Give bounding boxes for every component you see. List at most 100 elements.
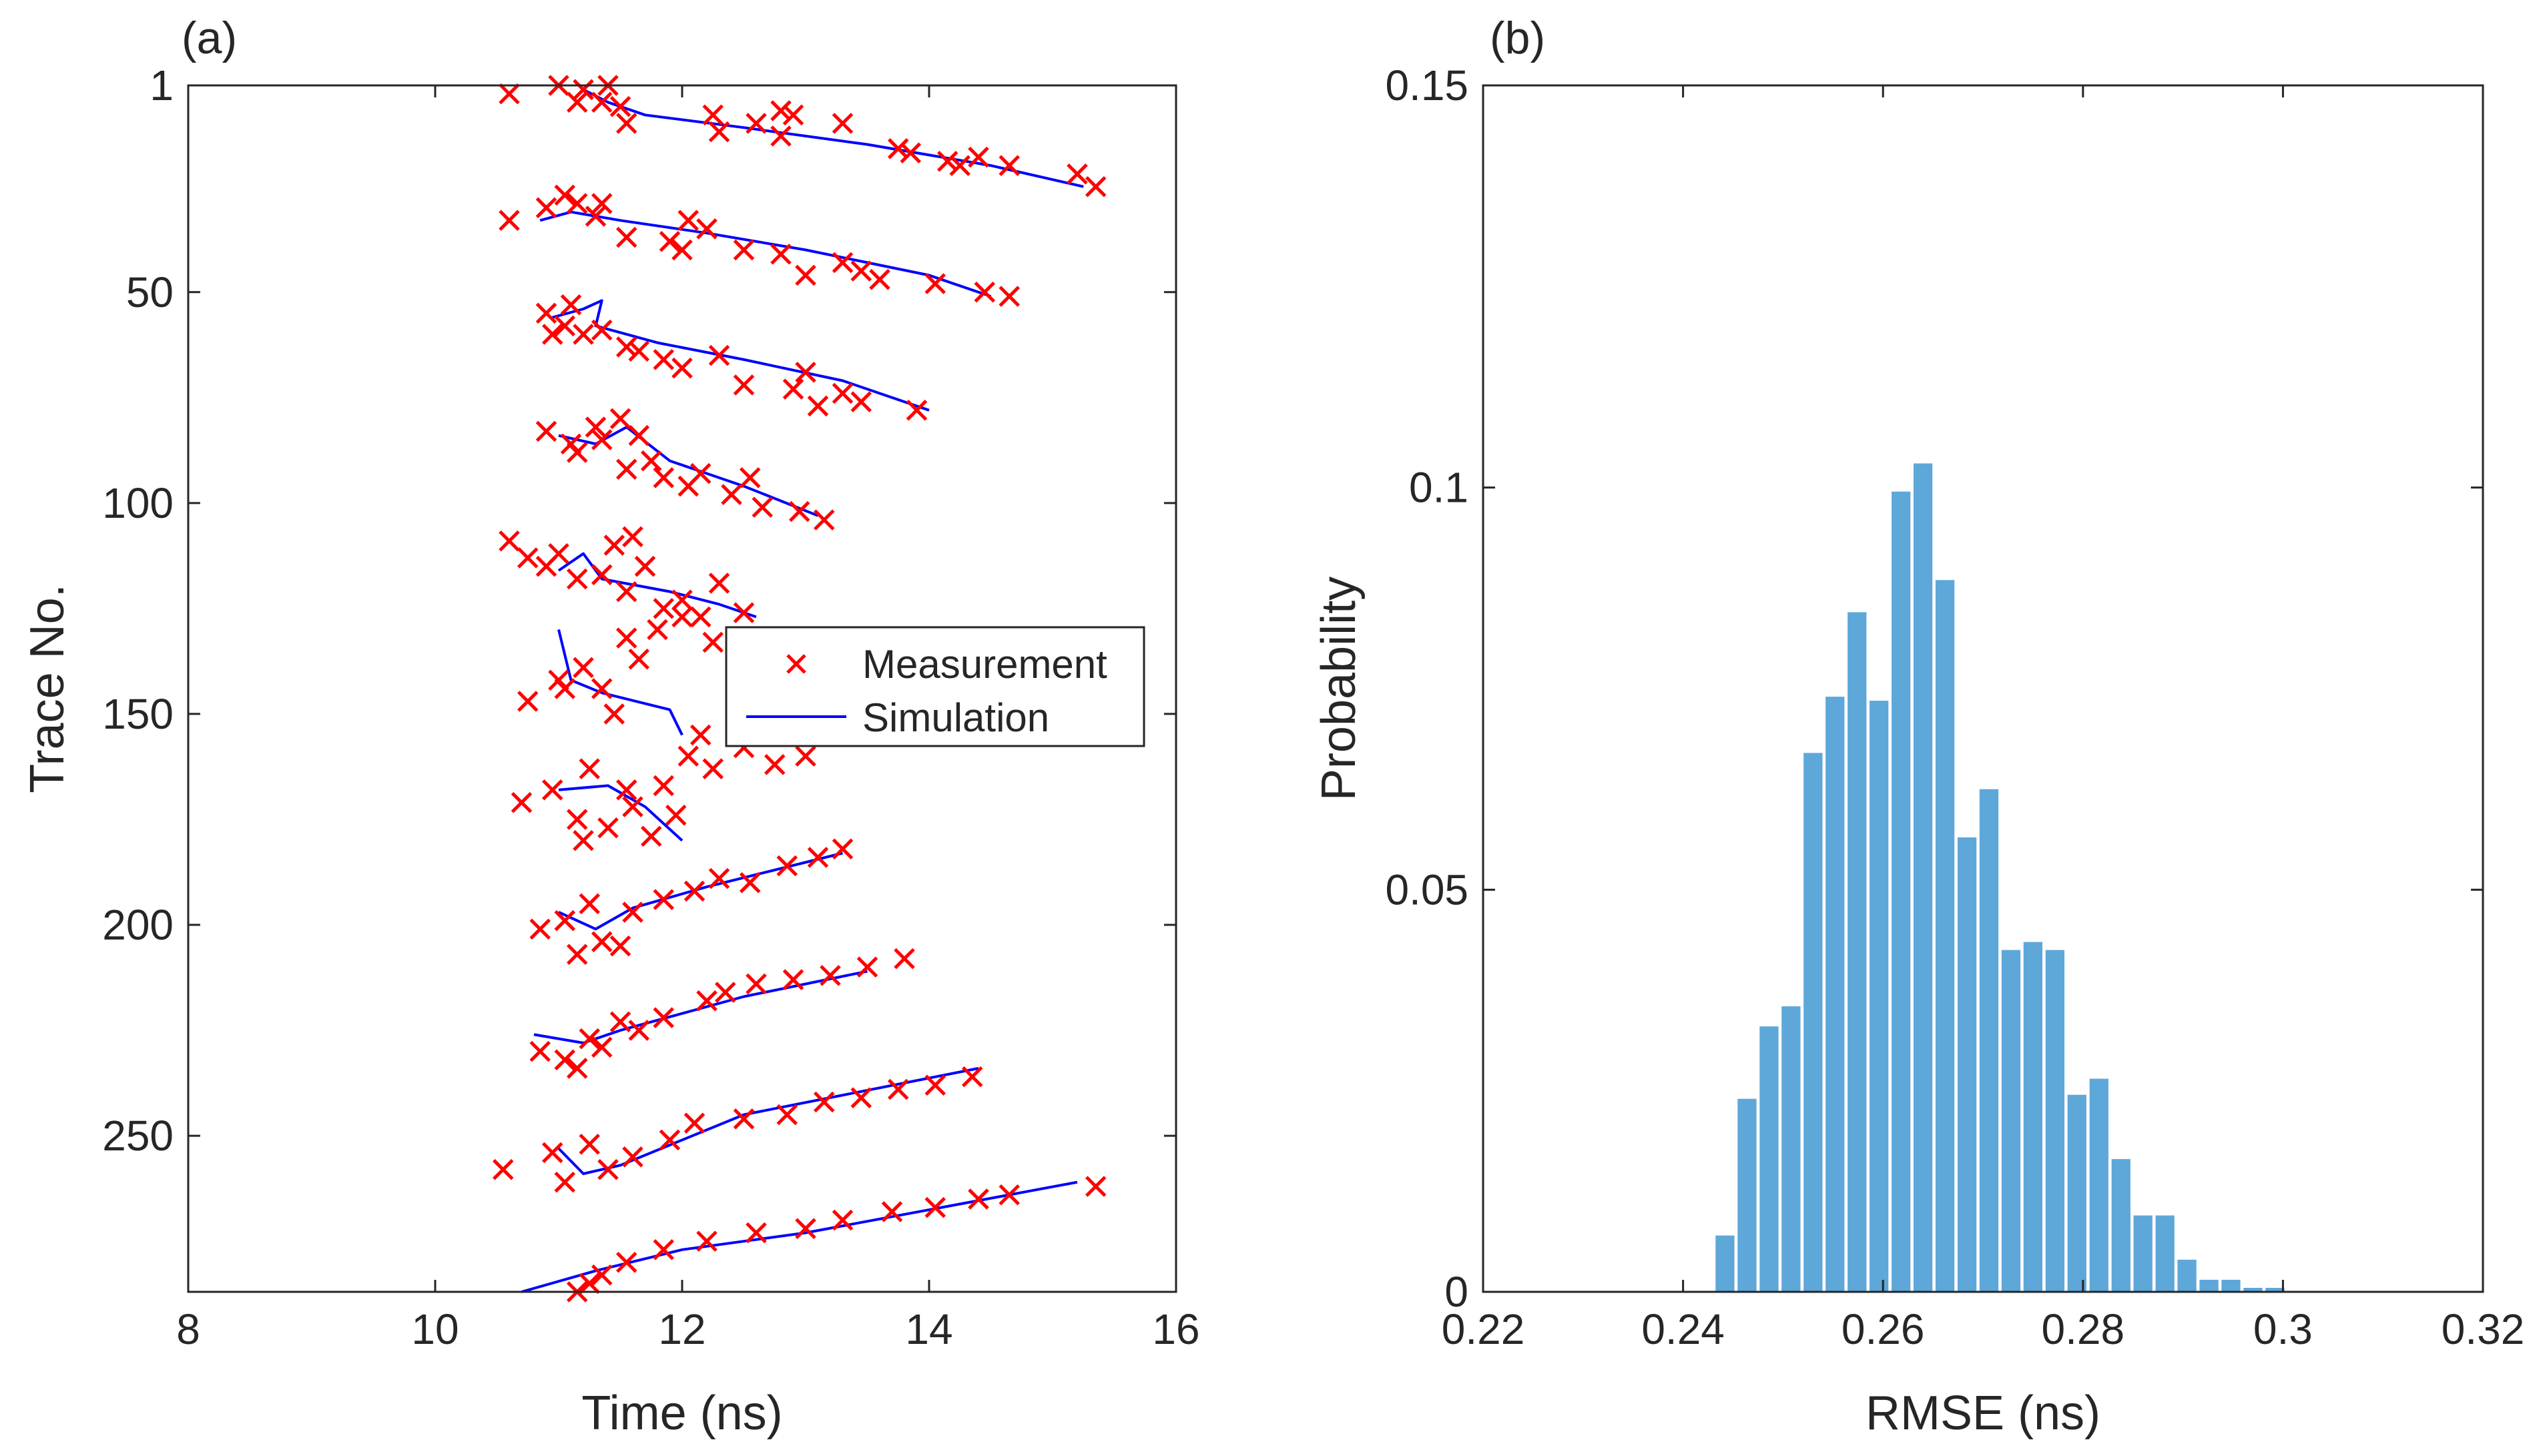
panel-a-ylabel: Trace No. <box>21 584 74 793</box>
x-tick-label: 0.26 <box>1842 1305 1925 1353</box>
measurement-point <box>615 779 637 801</box>
histogram-bar <box>1781 1006 1801 1292</box>
measurement-point <box>560 294 582 316</box>
measurement-point <box>541 1142 563 1164</box>
measurement-point <box>1085 1176 1107 1197</box>
measurement-point <box>535 420 557 442</box>
measurement-point <box>696 218 718 240</box>
measurement-point <box>659 1129 681 1151</box>
measurement-point <box>579 1272 601 1295</box>
simulation-line <box>539 210 992 298</box>
measurement-point <box>924 273 946 294</box>
panel-b-ticks: 0.22 0.24 0.26 0.28 0.3 0.32 0 0.05 0.1 0.15 <box>1385 61 2524 1353</box>
measurement-point <box>622 526 643 548</box>
histogram-bar <box>2089 1078 2108 1292</box>
measurement-point <box>894 948 915 970</box>
measurement-point <box>609 95 631 117</box>
measurement-point <box>671 357 693 379</box>
measurement-point <box>999 1184 1021 1206</box>
histogram-bar <box>2111 1159 2131 1292</box>
measurement-point <box>535 197 557 219</box>
simulation-line <box>557 1067 979 1175</box>
measurement-point <box>708 573 730 594</box>
measurement-point <box>782 969 804 990</box>
histogram-bar <box>2067 1094 2086 1292</box>
measurement-point <box>721 484 742 505</box>
histogram-bar <box>1957 837 1977 1292</box>
x-tick-label: 8 <box>176 1305 200 1353</box>
measurement-point <box>566 91 588 113</box>
measurement-point <box>739 467 761 488</box>
measurement-point <box>622 796 643 817</box>
measurement-point <box>813 1091 835 1113</box>
measurement-point <box>999 155 1021 176</box>
measurement-point <box>739 872 761 893</box>
x-tick-label: 14 <box>905 1305 952 1353</box>
measurement-point <box>609 1011 631 1033</box>
x-tick-label: 0.3 <box>2253 1305 2313 1353</box>
measurement-point <box>795 362 816 383</box>
y-tick-label: 150 <box>102 690 174 738</box>
measurement-point <box>689 606 712 628</box>
measurement-point <box>677 745 699 767</box>
measurement-point <box>615 1251 637 1273</box>
histogram-bar <box>2177 1259 2197 1292</box>
measurement-point <box>869 269 890 290</box>
measurement-point <box>529 1040 551 1062</box>
measurement-point <box>573 79 594 101</box>
measurement-point <box>609 935 631 957</box>
measurement-point <box>591 678 613 699</box>
histogram-bar <box>2199 1279 2219 1292</box>
measurement-point <box>499 530 520 552</box>
y-tick-label: 200 <box>102 901 174 949</box>
measurement-point <box>640 450 662 472</box>
measurement-point <box>770 100 792 121</box>
y-tick-label: 100 <box>102 479 174 527</box>
histogram-bar <box>1759 1026 1779 1292</box>
measurement-point <box>591 429 613 450</box>
measurement-point <box>659 231 681 252</box>
measurement-point <box>850 1087 872 1108</box>
histogram-bar <box>2023 942 2042 1292</box>
measurement-point <box>733 602 755 623</box>
measurement-point <box>628 648 650 670</box>
legend-simulation-label: Simulation <box>862 695 1049 740</box>
histogram-bar <box>2133 1215 2153 1292</box>
measurement-point <box>708 121 730 143</box>
measurement-point <box>615 336 637 358</box>
measurement-point <box>782 104 804 126</box>
panel-a-xlabel: Time (ns) <box>581 1387 782 1440</box>
histogram-bar <box>1803 753 1823 1292</box>
measurement-point <box>683 1112 705 1134</box>
measurement-point <box>671 239 693 261</box>
histogram-bar <box>1979 789 1999 1292</box>
histogram-bar <box>1935 580 1955 1292</box>
measurement-point <box>974 281 996 303</box>
measurement-point <box>566 193 588 214</box>
measurement-point <box>579 758 601 779</box>
measurement-point <box>566 1058 588 1079</box>
measurement-point <box>517 691 539 712</box>
measurement-point <box>968 146 989 168</box>
measurement-point <box>733 374 755 396</box>
histogram-bar <box>1848 612 1867 1292</box>
measurement-point <box>511 791 533 813</box>
x-tick-label: 0.28 <box>2042 1305 2125 1353</box>
measurement-point <box>597 817 619 839</box>
histogram-bar <box>2265 1288 2285 1292</box>
measurement-point <box>591 91 613 113</box>
simulation-line <box>552 299 930 412</box>
measurement-point <box>752 496 774 518</box>
histogram-bar <box>2001 950 2021 1292</box>
measurement-point <box>776 1104 798 1126</box>
measurement-point <box>628 424 650 446</box>
legend-box <box>725 626 1145 747</box>
measurement-point <box>665 804 687 826</box>
histogram-bar <box>2221 1279 2241 1292</box>
measurement-point <box>579 893 601 915</box>
measurement-point <box>696 990 718 1012</box>
measurement-point <box>820 965 841 986</box>
measurement-point <box>653 598 675 619</box>
measurement-point <box>603 534 625 556</box>
